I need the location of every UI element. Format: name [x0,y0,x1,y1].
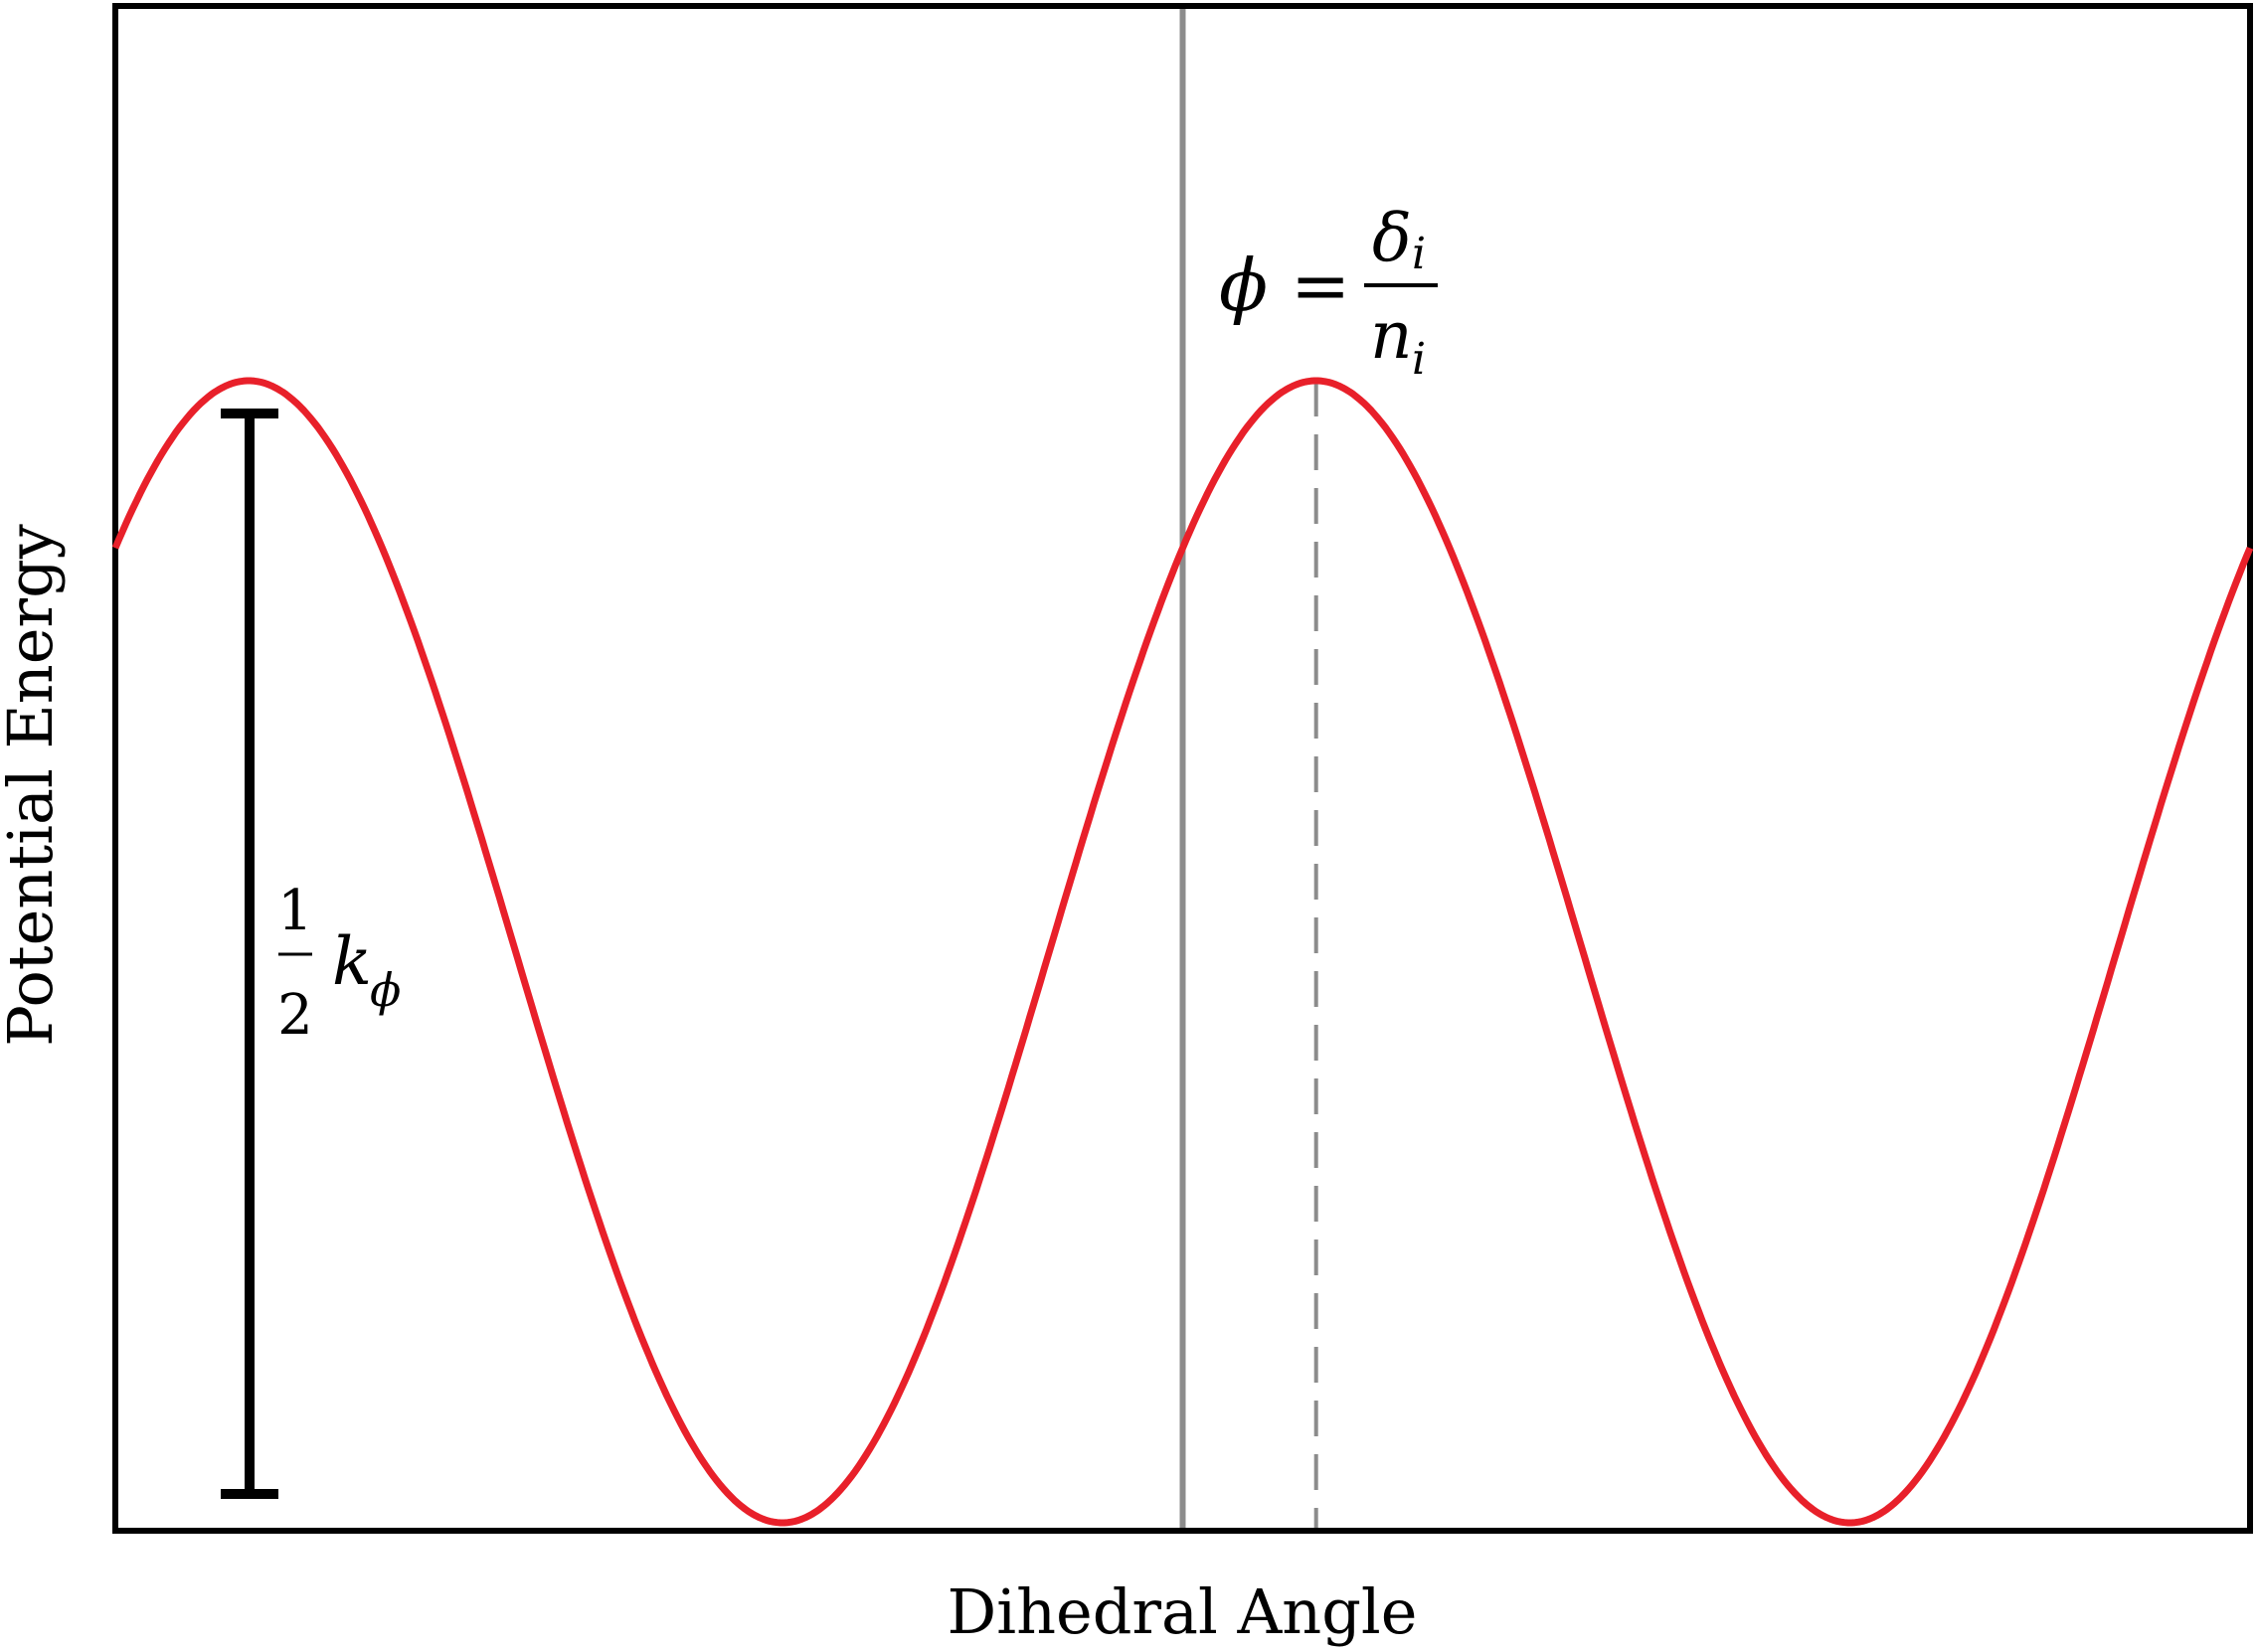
y-axis-label: Potential Energy [0,524,67,1047]
phase-numerator: δ [1372,200,1412,276]
phase-numerator-subscript: i [1412,229,1426,279]
amplitude-denominator: 2 [277,983,313,1048]
amplitude-subscript: ϕ [370,963,401,1017]
energy-curve [111,377,2254,1527]
x-axis-label: Dihedral Angle [948,1575,1418,1648]
phase-denominator-subscript: i [1412,334,1426,385]
amplitude-symbol: k [332,923,372,1000]
phase-equals: = [1291,244,1350,327]
plot-frame [112,3,2253,1534]
phase-denominator: n [1370,297,1413,374]
amplitude-bracket [221,409,278,1499]
amplitude-label: 1 2 k ϕ [277,879,401,1048]
amplitude-numerator: 1 [277,879,313,943]
phase-lhs: ϕ [1219,244,1268,327]
phase-label: ϕ = δ i n i [1219,200,1438,385]
